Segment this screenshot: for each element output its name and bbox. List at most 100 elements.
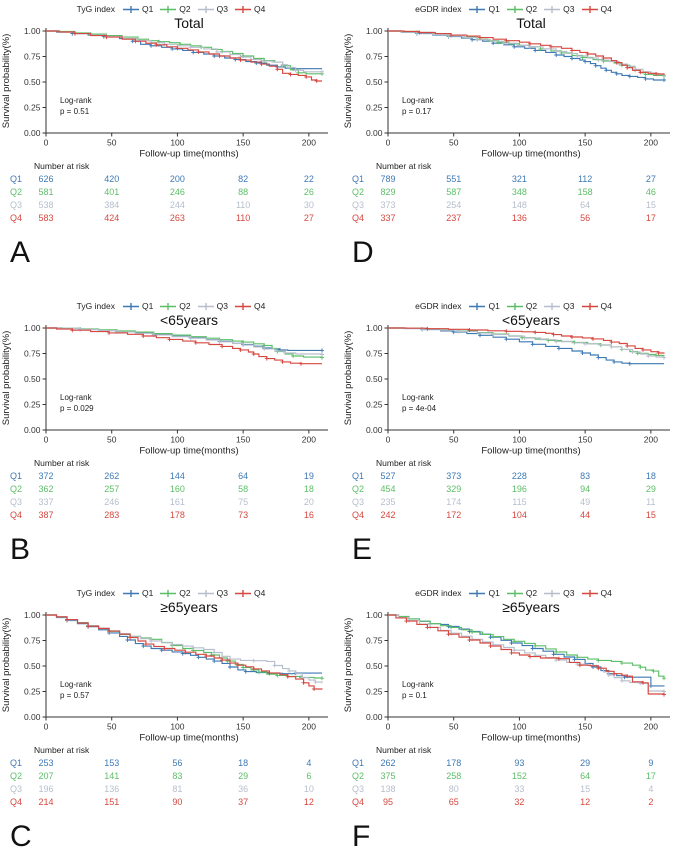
x-tick-label: 200 bbox=[302, 138, 316, 148]
risk-table-header: Number at risk bbox=[34, 161, 90, 171]
risk-value: 348 bbox=[511, 187, 527, 197]
risk-value: 283 bbox=[104, 510, 120, 520]
risk-value: 527 bbox=[380, 471, 396, 481]
risk-value: 258 bbox=[446, 771, 462, 781]
risk-value: 362 bbox=[38, 484, 54, 494]
risk-value: 56 bbox=[580, 213, 591, 223]
y-tick-label: 1.00 bbox=[24, 26, 41, 36]
risk-table-header: Number at risk bbox=[34, 745, 90, 755]
risk-value: 401 bbox=[104, 187, 120, 197]
x-tick-label: 150 bbox=[236, 138, 250, 148]
legend-title: eGDR index bbox=[415, 588, 462, 598]
risk-table: Number at risk Q1 372 262 144 64 19 Q2 362 257 16… bbox=[0, 457, 342, 527]
km-curve-q4 bbox=[46, 30, 322, 82]
y-tick-label: 0.25 bbox=[366, 400, 383, 410]
censor-plus-marks-q4 bbox=[72, 31, 319, 83]
legend-item-q4: Q4 bbox=[581, 4, 612, 14]
legend-label: Q3 bbox=[563, 588, 575, 598]
legend-label: Q1 bbox=[488, 301, 500, 311]
x-tick-label: 50 bbox=[449, 435, 459, 445]
y-tick-label: 1.00 bbox=[24, 610, 41, 620]
risk-row-label-q4: Q4 bbox=[10, 213, 23, 223]
legend: eGDR index Q1 Q2 Q3 Q4 bbox=[342, 587, 685, 599]
km-panel-E: eGDR index Q1 Q2 Q3 Q4 1.00 0.75 0.50 0.25 0.00… bbox=[342, 287, 685, 574]
risk-value: 551 bbox=[446, 174, 462, 184]
risk-value: 424 bbox=[104, 213, 120, 223]
survival-plot: 1.00 0.75 0.50 0.25 0.000 50 100 150 200 ≥65years… bbox=[1, 599, 328, 744]
legend-line-plus-icon bbox=[506, 302, 523, 310]
risk-value: 18 bbox=[238, 758, 249, 768]
x-axis-label: Follow-up time(months) bbox=[481, 733, 580, 744]
censor-plus-marks-q2 bbox=[414, 30, 666, 78]
axis-lines bbox=[45, 325, 328, 431]
legend-line-plus-icon bbox=[581, 5, 598, 13]
y-tick-label: 1.00 bbox=[366, 323, 383, 333]
risk-value: 19 bbox=[303, 471, 314, 481]
log-rank-label: Log-rank bbox=[60, 393, 93, 402]
legend-label: Q2 bbox=[525, 4, 538, 14]
risk-value: 153 bbox=[104, 758, 120, 768]
risk-value: 115 bbox=[512, 497, 527, 507]
censor-plus-marks-q4 bbox=[404, 619, 666, 697]
risk-value: 152 bbox=[511, 771, 527, 781]
risk-value: 15 bbox=[645, 510, 656, 520]
censor-plus-marks-q1 bbox=[65, 618, 298, 676]
y-tick-label: 0.25 bbox=[24, 400, 41, 410]
legend-line-plus-icon bbox=[469, 5, 486, 13]
panel-letter: A bbox=[10, 236, 31, 269]
risk-value: 375 bbox=[380, 771, 396, 781]
survival-plot: 1.00 0.75 0.50 0.25 0.000 50 100 150 200 ≥65years… bbox=[343, 599, 670, 744]
legend-line-plus-icon bbox=[469, 589, 486, 597]
censor-plus-marks-q3 bbox=[420, 327, 666, 360]
risk-value: 257 bbox=[104, 484, 120, 494]
axis-lines bbox=[45, 612, 328, 718]
y-axis-label: Survival probability(%) bbox=[1, 618, 12, 713]
risk-value: 141 bbox=[104, 771, 120, 781]
legend-line-plus-icon bbox=[506, 5, 523, 13]
legend-line-plus-icon bbox=[160, 302, 177, 310]
log-rank-label: Log-rank bbox=[402, 680, 435, 689]
x-tick-label: 0 bbox=[44, 138, 49, 148]
risk-value: 16 bbox=[303, 510, 314, 520]
legend-item-q4: Q4 bbox=[581, 301, 612, 311]
risk-value: 136 bbox=[104, 784, 120, 794]
legend-line-plus-icon bbox=[122, 5, 139, 13]
y-tick-label: 0.50 bbox=[366, 661, 383, 671]
risk-value: 17 bbox=[645, 771, 656, 781]
y-tick-label: 0.00 bbox=[24, 425, 41, 435]
x-tick-label: 200 bbox=[302, 722, 316, 732]
legend-line-plus-icon bbox=[544, 5, 561, 13]
risk-value: 337 bbox=[38, 497, 54, 507]
x-axis-label: Follow-up time(months) bbox=[139, 446, 238, 457]
legend-label: Q3 bbox=[216, 4, 228, 14]
risk-value: 254 bbox=[446, 200, 462, 210]
risk-value: 80 bbox=[448, 784, 459, 794]
risk-table-header: Number at risk bbox=[34, 458, 90, 468]
legend-item-q2: Q2 bbox=[160, 4, 191, 14]
x-tick-label: 0 bbox=[386, 138, 391, 148]
risk-row-label-q1: Q1 bbox=[352, 174, 365, 184]
risk-value: 148 bbox=[511, 200, 527, 210]
risk-row-label-q2: Q2 bbox=[352, 187, 365, 197]
risk-value: 196 bbox=[38, 784, 54, 794]
p-value: p = 0.57 bbox=[60, 691, 90, 700]
censor-plus-marks-q2 bbox=[65, 617, 324, 681]
x-tick-label: 50 bbox=[107, 722, 117, 732]
risk-row-label-q3: Q3 bbox=[352, 784, 365, 794]
log-rank-label: Log-rank bbox=[60, 680, 93, 689]
risk-value: 214 bbox=[38, 797, 54, 807]
risk-row-label-q3: Q3 bbox=[352, 200, 365, 210]
legend-line-plus-icon bbox=[197, 302, 214, 310]
risk-row-label-q4: Q4 bbox=[352, 510, 365, 520]
legend-item-q3: Q3 bbox=[544, 4, 575, 14]
risk-row-label-q3: Q3 bbox=[10, 497, 23, 507]
legend-label: Q1 bbox=[488, 4, 500, 14]
risk-value: 829 bbox=[380, 187, 396, 197]
risk-value: 158 bbox=[577, 187, 593, 197]
legend-item-q3: Q3 bbox=[197, 4, 228, 14]
risk-value: 64 bbox=[580, 200, 591, 210]
risk-value: 161 bbox=[169, 497, 185, 507]
y-tick-label: 0.75 bbox=[24, 349, 41, 359]
legend-label: Q2 bbox=[179, 301, 191, 311]
risk-row-label-q1: Q1 bbox=[10, 174, 23, 184]
